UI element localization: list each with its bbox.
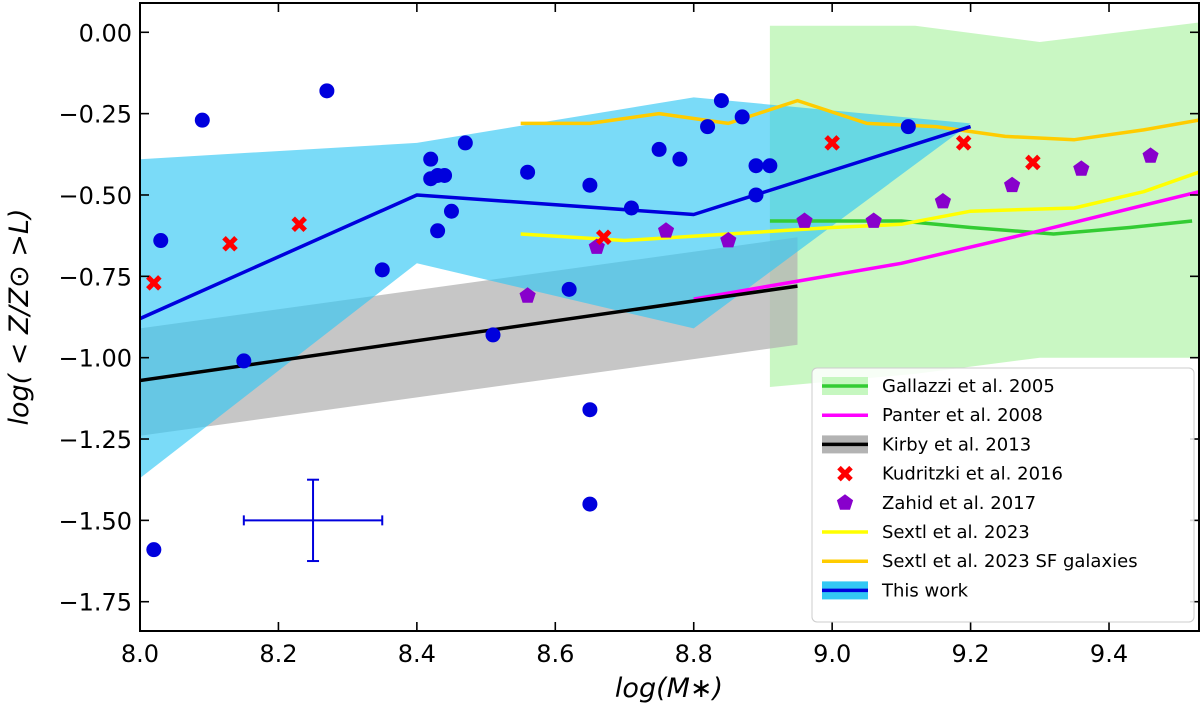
y-tick-label: −0.50 — [58, 182, 132, 210]
galaxy-point — [762, 158, 778, 174]
legend-entry: Kudritzki et al. 2016 — [837, 464, 1063, 485]
gallazzi-band — [769, 22, 1199, 387]
kudritzki-point-stroke-b — [824, 135, 840, 151]
galaxy-point — [651, 141, 667, 157]
legend-label: Kirby et al. 2013 — [882, 434, 1031, 455]
legend-label: Gallazzi et al. 2005 — [882, 376, 1055, 397]
galaxy-point — [900, 119, 916, 135]
x-tick-label: 8.2 — [259, 640, 297, 668]
x-tick-label: 9.2 — [952, 640, 990, 668]
zahid-point — [934, 193, 951, 209]
galaxy-point — [437, 167, 453, 183]
y-tick-label: −1.00 — [58, 345, 132, 373]
galaxy-point — [582, 177, 598, 193]
legend-entry: Kirby et al. 2013 — [822, 434, 1031, 455]
galaxy-point — [194, 112, 210, 128]
galaxy-point — [443, 203, 459, 219]
galaxy-point — [457, 135, 473, 151]
legend-label: Kudritzki et al. 2016 — [882, 464, 1063, 485]
galaxy-point — [672, 151, 688, 167]
sextl-line — [520, 170, 1199, 243]
kudritzki-point-stroke-b — [146, 275, 162, 291]
y-tick-label: 0.00 — [79, 19, 132, 47]
legend-entry: This work — [822, 580, 969, 601]
x-tick-label: 9.0 — [813, 640, 851, 668]
kudritzki-point — [291, 216, 307, 233]
legend-entry: Panter et al. 2008 — [822, 405, 1043, 426]
galaxy-point — [374, 262, 390, 278]
plot-frame — [139, 2, 1200, 632]
zahid-point — [1073, 160, 1090, 176]
galaxy-point — [485, 327, 501, 343]
galaxy-point — [582, 496, 598, 512]
kudritzki-point-stroke-b — [595, 229, 612, 246]
y-axis-title: log( < Z/Z⊙ >L) — [4, 209, 35, 426]
kudritzki-point-stroke-b — [1025, 154, 1041, 171]
kudritzki-point — [824, 135, 840, 151]
y-tick-label: −0.75 — [58, 263, 132, 291]
zahid-point — [865, 212, 882, 228]
kudritzki-point-stroke-b — [291, 216, 307, 233]
y-tick-label: −1.75 — [58, 589, 132, 617]
x-tick-label: 9.4 — [1090, 640, 1128, 668]
legend-x-marker — [837, 465, 853, 482]
legend-entry: Zahid et al. 2017 — [836, 493, 1036, 514]
legend-box — [811, 367, 1195, 623]
galaxy-point — [734, 109, 750, 125]
kudritzki-point — [595, 229, 612, 246]
legend-pentagon-marker — [836, 494, 854, 510]
y-tick-label: −1.25 — [58, 426, 132, 454]
x-tick-label: 8.6 — [536, 640, 574, 668]
galaxy-point — [146, 542, 162, 558]
zahid-point — [658, 222, 675, 238]
panter-line — [693, 190, 1199, 301]
x-tick-label: 8.0 — [121, 640, 159, 668]
kudritzki-point — [222, 236, 238, 252]
galaxy-point — [561, 281, 577, 297]
zahid-point — [1004, 176, 1021, 193]
kudritzki-point — [1025, 154, 1041, 171]
galaxy-point — [153, 233, 169, 249]
legend: Gallazzi et al. 2005 Panter et al. 2008 Ki… — [811, 367, 1195, 623]
legend-label: Panter et al. 2008 — [882, 405, 1043, 426]
x-axis-title: log(M∗) — [615, 673, 723, 704]
legend-x-marker-stroke-b — [837, 465, 853, 482]
galaxy-point — [236, 353, 252, 369]
zahid-point — [796, 212, 813, 228]
galaxy-point — [623, 200, 639, 216]
legend-label: Sextl et al. 2023 — [882, 522, 1030, 543]
legend-label: This work — [881, 580, 969, 601]
kudritzki-point-stroke-b — [955, 135, 972, 151]
galaxy-point — [748, 187, 764, 203]
sextl-sf-line — [520, 98, 1199, 142]
galaxy-point — [319, 83, 335, 99]
kudritzki-point — [146, 275, 162, 291]
legend-entry: Sextl et al. 2023 SF galaxies — [822, 551, 1138, 572]
legend-label: Sextl et al. 2023 SF galaxies — [882, 551, 1138, 572]
zahid-point — [1142, 147, 1159, 163]
galaxy-point — [582, 402, 598, 418]
x-tick-label: 8.4 — [398, 640, 436, 668]
galaxy-point — [748, 158, 764, 174]
x-tick-label: 8.8 — [675, 640, 713, 668]
legend-entry: Sextl et al. 2023 — [822, 522, 1030, 543]
galaxy-point — [713, 93, 729, 109]
y-tick-label: −0.25 — [58, 101, 132, 129]
galaxy-point — [520, 164, 536, 180]
this-work-line — [140, 124, 972, 321]
zahid-point — [519, 287, 536, 303]
zahid-point — [720, 232, 737, 248]
y-tick-label: −1.50 — [58, 507, 132, 535]
kudritzki-point — [955, 135, 972, 151]
error-bar — [242, 478, 384, 563]
galaxy-point — [700, 119, 716, 135]
plot-area — [140, 22, 1199, 563]
galaxy-point — [430, 223, 446, 239]
axes: 8.0 8.2 8.4 8.6 8.8 9.0 9.2 9.4 0.00 −0.25 −0.50 −0… — [58, 2, 1200, 668]
galaxy-point — [423, 151, 439, 167]
kudritzki-point-stroke-b — [222, 236, 238, 252]
legend-label: Zahid et al. 2017 — [882, 493, 1036, 514]
legend-entry: Gallazzi et al. 2005 — [822, 376, 1055, 397]
